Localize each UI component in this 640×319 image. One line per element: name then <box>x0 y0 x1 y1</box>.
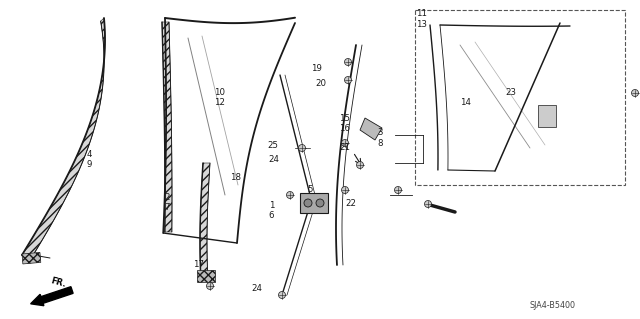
Text: 23: 23 <box>506 88 516 97</box>
Polygon shape <box>200 163 210 273</box>
Text: 2
7: 2 7 <box>164 193 170 212</box>
Bar <box>415 10 625 185</box>
Text: 5: 5 <box>307 185 313 194</box>
Circle shape <box>342 139 349 146</box>
Text: 19: 19 <box>311 64 322 73</box>
Text: 4
9: 4 9 <box>86 150 92 169</box>
Circle shape <box>424 201 431 207</box>
Text: SJA4-B5400: SJA4-B5400 <box>530 300 576 309</box>
Circle shape <box>356 161 364 168</box>
Text: 17: 17 <box>193 260 204 269</box>
Circle shape <box>316 199 324 207</box>
Text: 24: 24 <box>269 155 280 164</box>
Text: 15
16: 15 16 <box>339 114 350 133</box>
Text: 1
6: 1 6 <box>269 201 275 220</box>
Bar <box>300 193 328 213</box>
Bar <box>197 270 215 282</box>
Bar <box>22 252 41 264</box>
Text: 18: 18 <box>230 173 241 182</box>
Text: 21: 21 <box>339 143 350 152</box>
Polygon shape <box>22 18 105 256</box>
Circle shape <box>394 187 401 194</box>
Circle shape <box>278 292 285 299</box>
Circle shape <box>344 77 351 84</box>
Polygon shape <box>162 22 172 232</box>
Text: 24: 24 <box>251 284 262 293</box>
Circle shape <box>287 191 294 198</box>
FancyArrow shape <box>31 287 73 306</box>
Circle shape <box>298 145 305 152</box>
Bar <box>538 105 556 127</box>
Text: 11
13: 11 13 <box>416 10 427 29</box>
Polygon shape <box>360 118 382 140</box>
Text: 20: 20 <box>316 79 326 88</box>
Text: FR.: FR. <box>50 277 67 289</box>
Text: 3
8: 3 8 <box>378 128 383 147</box>
Text: 25: 25 <box>268 141 278 150</box>
Circle shape <box>342 187 349 194</box>
Circle shape <box>304 199 312 207</box>
Circle shape <box>632 90 639 97</box>
Polygon shape <box>430 25 448 170</box>
Text: 14: 14 <box>460 98 470 107</box>
Circle shape <box>344 58 351 65</box>
Circle shape <box>207 283 214 290</box>
Text: 22: 22 <box>345 199 356 208</box>
Text: 10
12: 10 12 <box>214 88 225 107</box>
